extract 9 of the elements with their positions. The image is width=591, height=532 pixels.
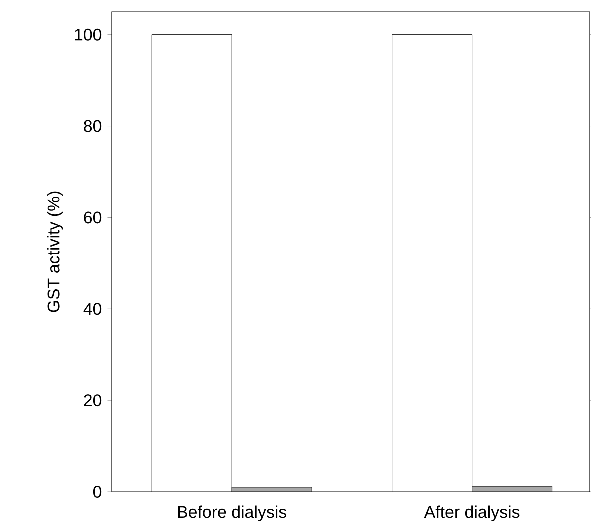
y-tick-label: 40 (84, 303, 102, 316)
x-tick-label: After dialysis (424, 506, 520, 522)
y-axis-title: GST activity (%) (47, 192, 64, 312)
y-tick-label: 0 (93, 486, 102, 498)
y-tick-label: 80 (84, 120, 102, 132)
y-tick-label: 60 (84, 212, 102, 224)
y-tick-label: 20 (84, 394, 102, 407)
x-tick-label: Before dialysis (178, 506, 287, 522)
y-tick-label: 100 (75, 28, 102, 41)
